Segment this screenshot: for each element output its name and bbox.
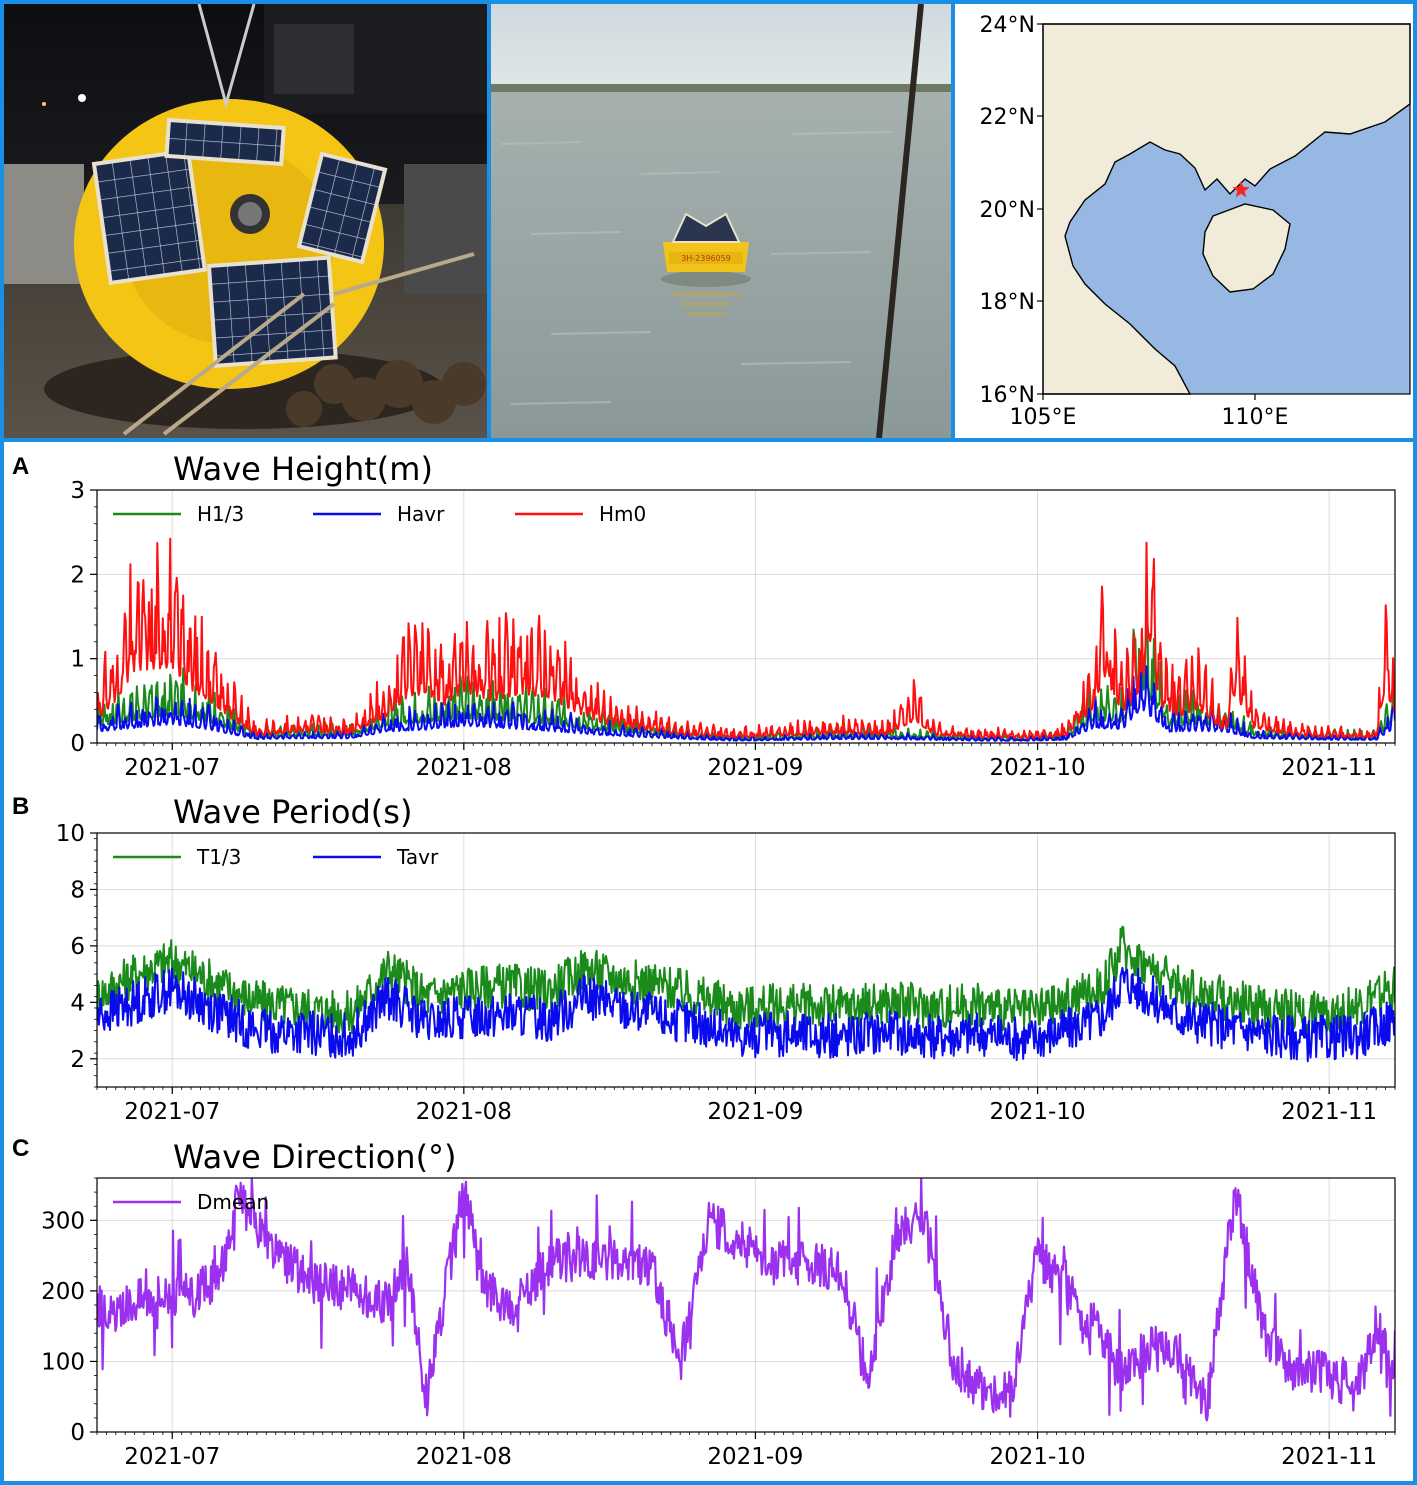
map-mainland <box>1042 23 1411 395</box>
location-map: 24°N 22°N 20°N 18°N 16°N 105°E 110°E <box>955 4 1413 438</box>
map-lon-label: 105°E <box>1010 405 1077 430</box>
map-hainan-island <box>1202 203 1291 293</box>
map-lat-label: 16°N <box>980 383 1035 408</box>
map-lat-label: 20°N <box>980 198 1035 223</box>
buoy-deck-illustration <box>4 4 487 438</box>
panel-letter-c: C <box>12 1135 30 1162</box>
panel-letter-a: A <box>12 453 30 480</box>
photo-divider <box>951 4 955 438</box>
buoy-id-text: 3H-2396059 <box>681 254 731 263</box>
photo-buoy-on-deck <box>4 4 487 438</box>
photo-buoy-at-sea: 3H-2396059 <box>491 4 951 438</box>
buoy-location-star-icon <box>1232 181 1250 198</box>
photo-divider <box>487 4 491 438</box>
map-lon-label: 110°E <box>1222 405 1289 430</box>
bottom-panel-frame <box>0 438 1417 1485</box>
panel-letter-b: B <box>12 793 30 820</box>
map-lat-label: 18°N <box>980 290 1035 315</box>
map-lat-label: 24°N <box>980 13 1035 38</box>
buoy-sea-illustration: 3H-2396059 <box>491 4 951 438</box>
map-lat-label: 22°N <box>980 105 1035 130</box>
